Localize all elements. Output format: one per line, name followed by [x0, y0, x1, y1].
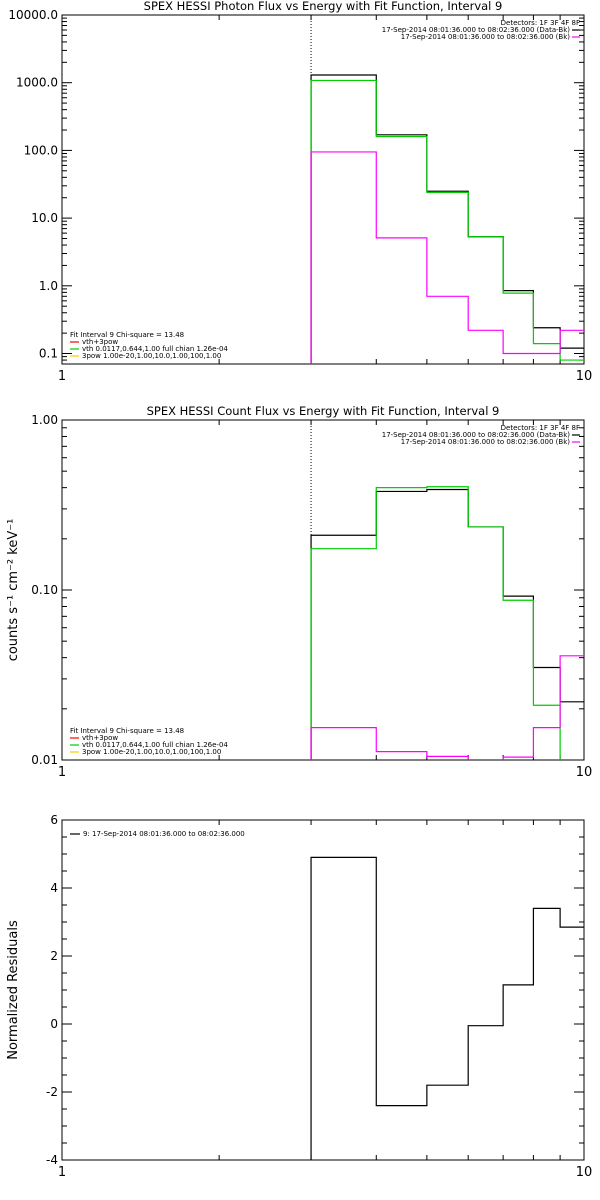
chart-title: SPEX HESSI Photon Flux vs Energy with Fi… [144, 0, 503, 13]
y-tick-label: 0.1 [39, 347, 58, 361]
chart-2 [61, 419, 585, 761]
legend-entry: Fit Interval 9 Chi-square = 13.48 [70, 727, 184, 735]
y-tick-label: 10.0 [31, 211, 58, 225]
legend-entry: vth 0.0117,0.644,1.00 full chian 1.26e-0… [82, 741, 228, 749]
legend-entry: Detectors: 1F 3F 4F 8F [501, 424, 580, 432]
legend-entry: 17-Sep-2014 08:01:36.000 to 08:02:36.000… [401, 438, 571, 446]
legend-entry: vth+3pow [82, 338, 118, 346]
x-tick-label: 10 [576, 369, 593, 384]
series-1-line [310, 488, 584, 760]
plot-frame [61, 419, 585, 761]
y-tick-label: 4 [50, 881, 58, 895]
chart-title: SPEX HESSI Count Flux vs Energy with Fit… [147, 404, 500, 418]
series-2-line [310, 79, 584, 364]
legend-entry: vth 0.0117,0.644,1.00 full chian 1.26e-0… [82, 345, 228, 353]
x-tick-label: 10 [576, 1165, 593, 1180]
plot-frame [61, 819, 585, 1161]
x-tick-label: 1 [58, 369, 66, 384]
y-tick-label: -2 [46, 1085, 58, 1099]
y-tick-label: 0.10 [31, 583, 58, 597]
series-1-line [310, 856, 584, 1160]
legend-entry: 17-Sep-2014 08:01:36.000 to 08:02:36.000… [382, 26, 571, 34]
x-tick-label: 1 [58, 1165, 66, 1180]
series-3-line [310, 655, 584, 760]
y-tick-label: 0 [50, 1017, 58, 1031]
y-tick-label: 100.0 [24, 143, 58, 157]
legend-entry: Detectors: 1F 3F 4F 8F [501, 19, 580, 27]
y-tick-label: 0.01 [31, 753, 58, 767]
plot-frame [61, 14, 585, 365]
y-axis-label: counts s⁻¹ cm⁻² keV⁻¹ [6, 519, 21, 662]
legend-entry: 9: 17-Sep-2014 08:01:36.000 to 08:02:36.… [83, 830, 245, 838]
x-tick-label: 10 [576, 765, 593, 780]
chart-3 [61, 819, 585, 1161]
chart-1 [61, 14, 585, 365]
y-tick-label: 6 [50, 813, 58, 827]
series-2-line [310, 486, 561, 760]
y-tick-label: 1.00 [31, 413, 58, 427]
series-1-line [310, 74, 584, 364]
legend-entry: Fit Interval 9 Chi-square = 13.48 [70, 331, 184, 339]
legend-entry: 17-Sep-2014 08:01:36.000 to 08:02:36.000… [382, 431, 571, 439]
y-tick-label: -4 [46, 1153, 58, 1167]
legend-entry: 3pow 1.00e-20,1.00,10.0,1.00,100,1.00 [82, 352, 221, 360]
y-axis-label: Normalized Residuals [6, 920, 21, 1060]
legend-entry: vth+3pow [82, 734, 118, 742]
x-tick-label: 1 [58, 765, 66, 780]
y-tick-label: 1000.0 [16, 76, 58, 90]
legend-entry: 3pow 1.00e-20,1.00,10.0,1.00,100,1.00 [82, 748, 221, 756]
y-tick-label: 1.0 [39, 279, 58, 293]
legend-entry: 17-Sep-2014 08:01:36.000 to 08:02:36.000… [401, 33, 571, 41]
y-tick-label: 10000.0 [8, 8, 58, 22]
series-3-line [310, 151, 584, 364]
y-tick-label: 2 [50, 949, 58, 963]
